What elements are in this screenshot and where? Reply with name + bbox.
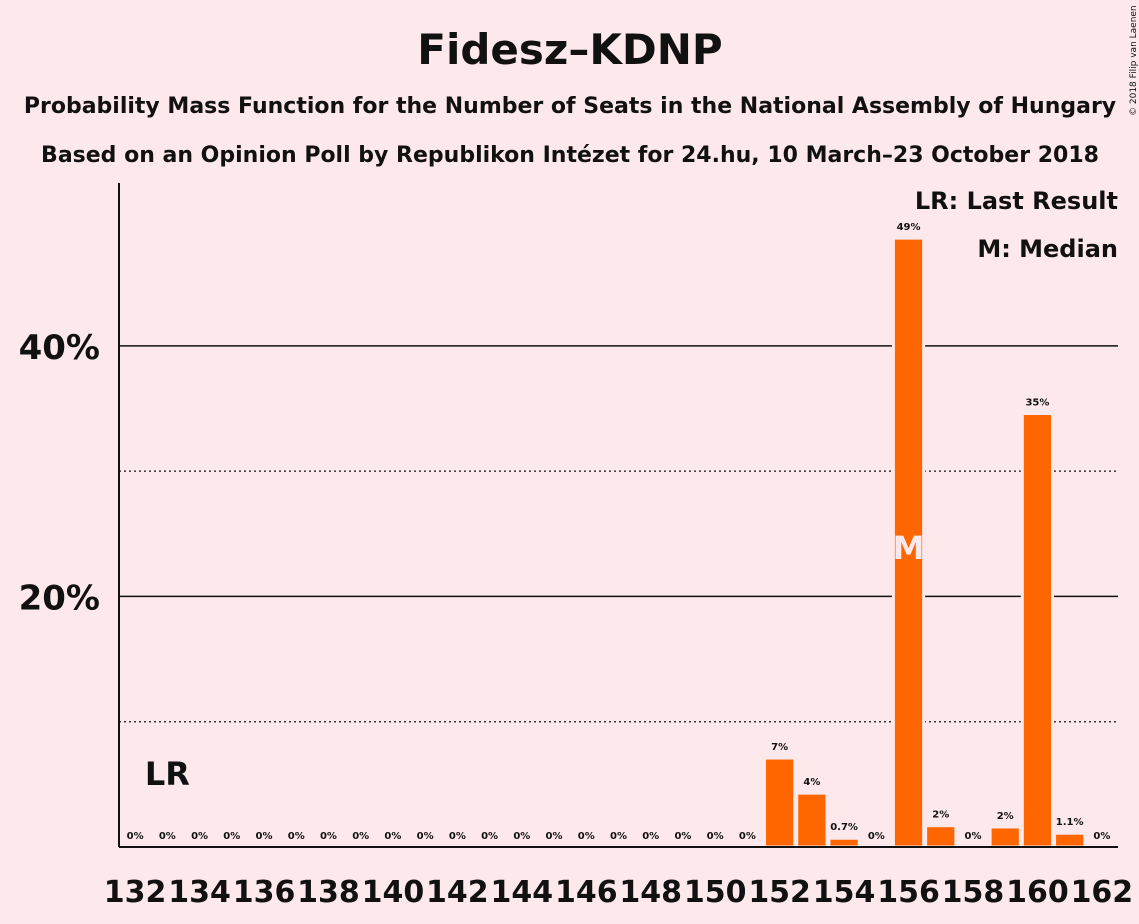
value-label: 4%	[803, 777, 820, 788]
value-label: 0%	[546, 831, 563, 842]
value-label: 0%	[288, 831, 305, 842]
median-marker: M	[893, 529, 925, 567]
x-tick-label: 150	[684, 875, 747, 910]
x-tick-label: 144	[491, 875, 554, 910]
value-label: 1.1%	[1056, 817, 1084, 828]
y-tick-label: 40%	[19, 328, 100, 368]
value-label: 0%	[868, 831, 885, 842]
value-label: 0%	[964, 831, 981, 842]
value-label: 0%	[674, 831, 691, 842]
value-label: 35%	[1025, 398, 1049, 409]
value-label: 0%	[739, 831, 756, 842]
bar	[1020, 412, 1055, 849]
value-label: 0%	[707, 831, 724, 842]
value-label: 0%	[610, 831, 627, 842]
value-label: 2%	[997, 811, 1014, 822]
legend-entry: M: Median	[977, 235, 1118, 263]
value-label: 0.7%	[830, 822, 858, 833]
value-label: 2%	[932, 810, 949, 821]
x-tick-label: 138	[297, 875, 360, 910]
chart-subtitle: Based on an Opinion Poll by Republikon I…	[41, 143, 1099, 168]
value-label: 0%	[256, 831, 273, 842]
x-tick-label: 148	[619, 875, 682, 910]
bar	[924, 824, 958, 849]
bar	[827, 836, 861, 849]
copyright: © 2018 Filip van Laenen	[1129, 5, 1139, 116]
value-label: 0%	[384, 831, 401, 842]
value-label: 0%	[1093, 831, 1110, 842]
value-label: 7%	[771, 742, 788, 753]
last-result-marker: LR	[145, 755, 190, 793]
value-label: 0%	[417, 831, 434, 842]
value-label: 0%	[320, 831, 337, 842]
x-tick-label: 132	[104, 875, 167, 910]
bar	[988, 825, 1022, 849]
value-label: 0%	[352, 831, 369, 842]
value-label: 49%	[897, 222, 921, 233]
x-tick-label: 146	[555, 875, 618, 910]
x-tick-label: 142	[426, 875, 489, 910]
value-label: 0%	[578, 831, 595, 842]
chart-subtitle: Probability Mass Function for the Number…	[24, 94, 1116, 119]
x-tick-label: 160	[1006, 875, 1069, 910]
value-label: 0%	[481, 831, 498, 842]
x-tick-label: 152	[748, 875, 811, 910]
value-label: 0%	[159, 831, 176, 842]
value-label: 0%	[127, 831, 144, 842]
x-tick-label: 136	[233, 875, 296, 910]
y-tick-label: 20%	[19, 578, 100, 618]
x-tick-label: 158	[942, 875, 1005, 910]
x-tick-label: 156	[877, 875, 940, 910]
x-tick-label: 134	[168, 875, 231, 910]
value-label: 0%	[642, 831, 659, 842]
chart-title: Fidesz–KDNP	[417, 25, 722, 74]
bar	[795, 791, 829, 849]
x-tick-label: 154	[813, 875, 876, 910]
bar	[763, 756, 797, 849]
x-tick-label: 140	[362, 875, 425, 910]
x-tick-label: 162	[1071, 875, 1134, 910]
value-label: 0%	[513, 831, 530, 842]
value-label: 0%	[449, 831, 466, 842]
value-label: 0%	[191, 831, 208, 842]
bar	[1053, 831, 1087, 849]
value-label: 0%	[223, 831, 240, 842]
legend-entry: LR: Last Result	[915, 187, 1118, 215]
